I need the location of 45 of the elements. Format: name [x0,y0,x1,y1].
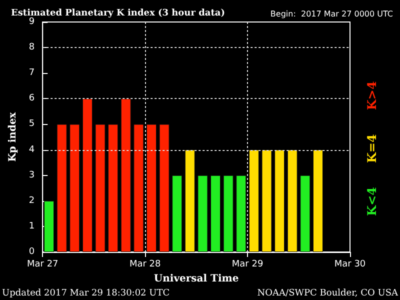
bar [120,98,131,252]
y-tick-label: 9 [28,17,35,27]
bar [108,124,118,252]
text: K=4 [365,134,379,163]
bar [172,175,182,252]
bar [274,150,285,252]
chart-title: Estimated Planetary K index (3 hour data) [11,8,225,18]
text: NOAA/SWPC Boulder, CO USA [257,288,398,298]
bar [262,150,272,252]
bar [198,175,208,252]
y-tick-label: 0 [28,247,35,257]
bar [248,150,259,252]
y-tick-label: 5 [28,119,35,130]
text: K>4 [365,81,379,110]
bar [159,124,170,252]
y-tick-label: 2 [28,196,35,206]
bar [210,175,221,252]
y-tick-label: 3 [28,170,35,180]
x-tick-label: Mar 27 [26,260,58,270]
bar [236,175,246,252]
bar [95,124,106,252]
x-tick-label: Mar 28 [129,260,162,270]
bar [300,175,310,252]
text: K<4 [365,186,379,216]
bar [56,124,67,252]
y-tick-label: 6 [28,94,35,104]
y-tick-label: 8 [28,42,35,53]
bar [223,175,234,252]
x-axis-title: Universal Time [154,273,239,284]
bar [44,200,54,252]
bar [70,124,80,252]
y-tick-label: 7 [28,68,35,78]
bar [82,98,92,252]
bar [134,124,144,252]
chart-subtitle: Begin: 2017 Mar 27 0000 UTC [270,10,394,18]
bar [312,150,323,252]
text: Updated 2017 Mar 29 18:30:02 UTC [2,288,170,298]
y-axis-title: Kp index [8,111,18,162]
bar [184,150,195,252]
bar [287,150,298,252]
y-tick-label: 4 [28,144,35,155]
bar [146,124,156,252]
y-tick-label: 1 [28,221,35,232]
x-tick-label: Mar 30 [334,260,366,270]
x-tick-label: Mar 29 [232,260,264,270]
